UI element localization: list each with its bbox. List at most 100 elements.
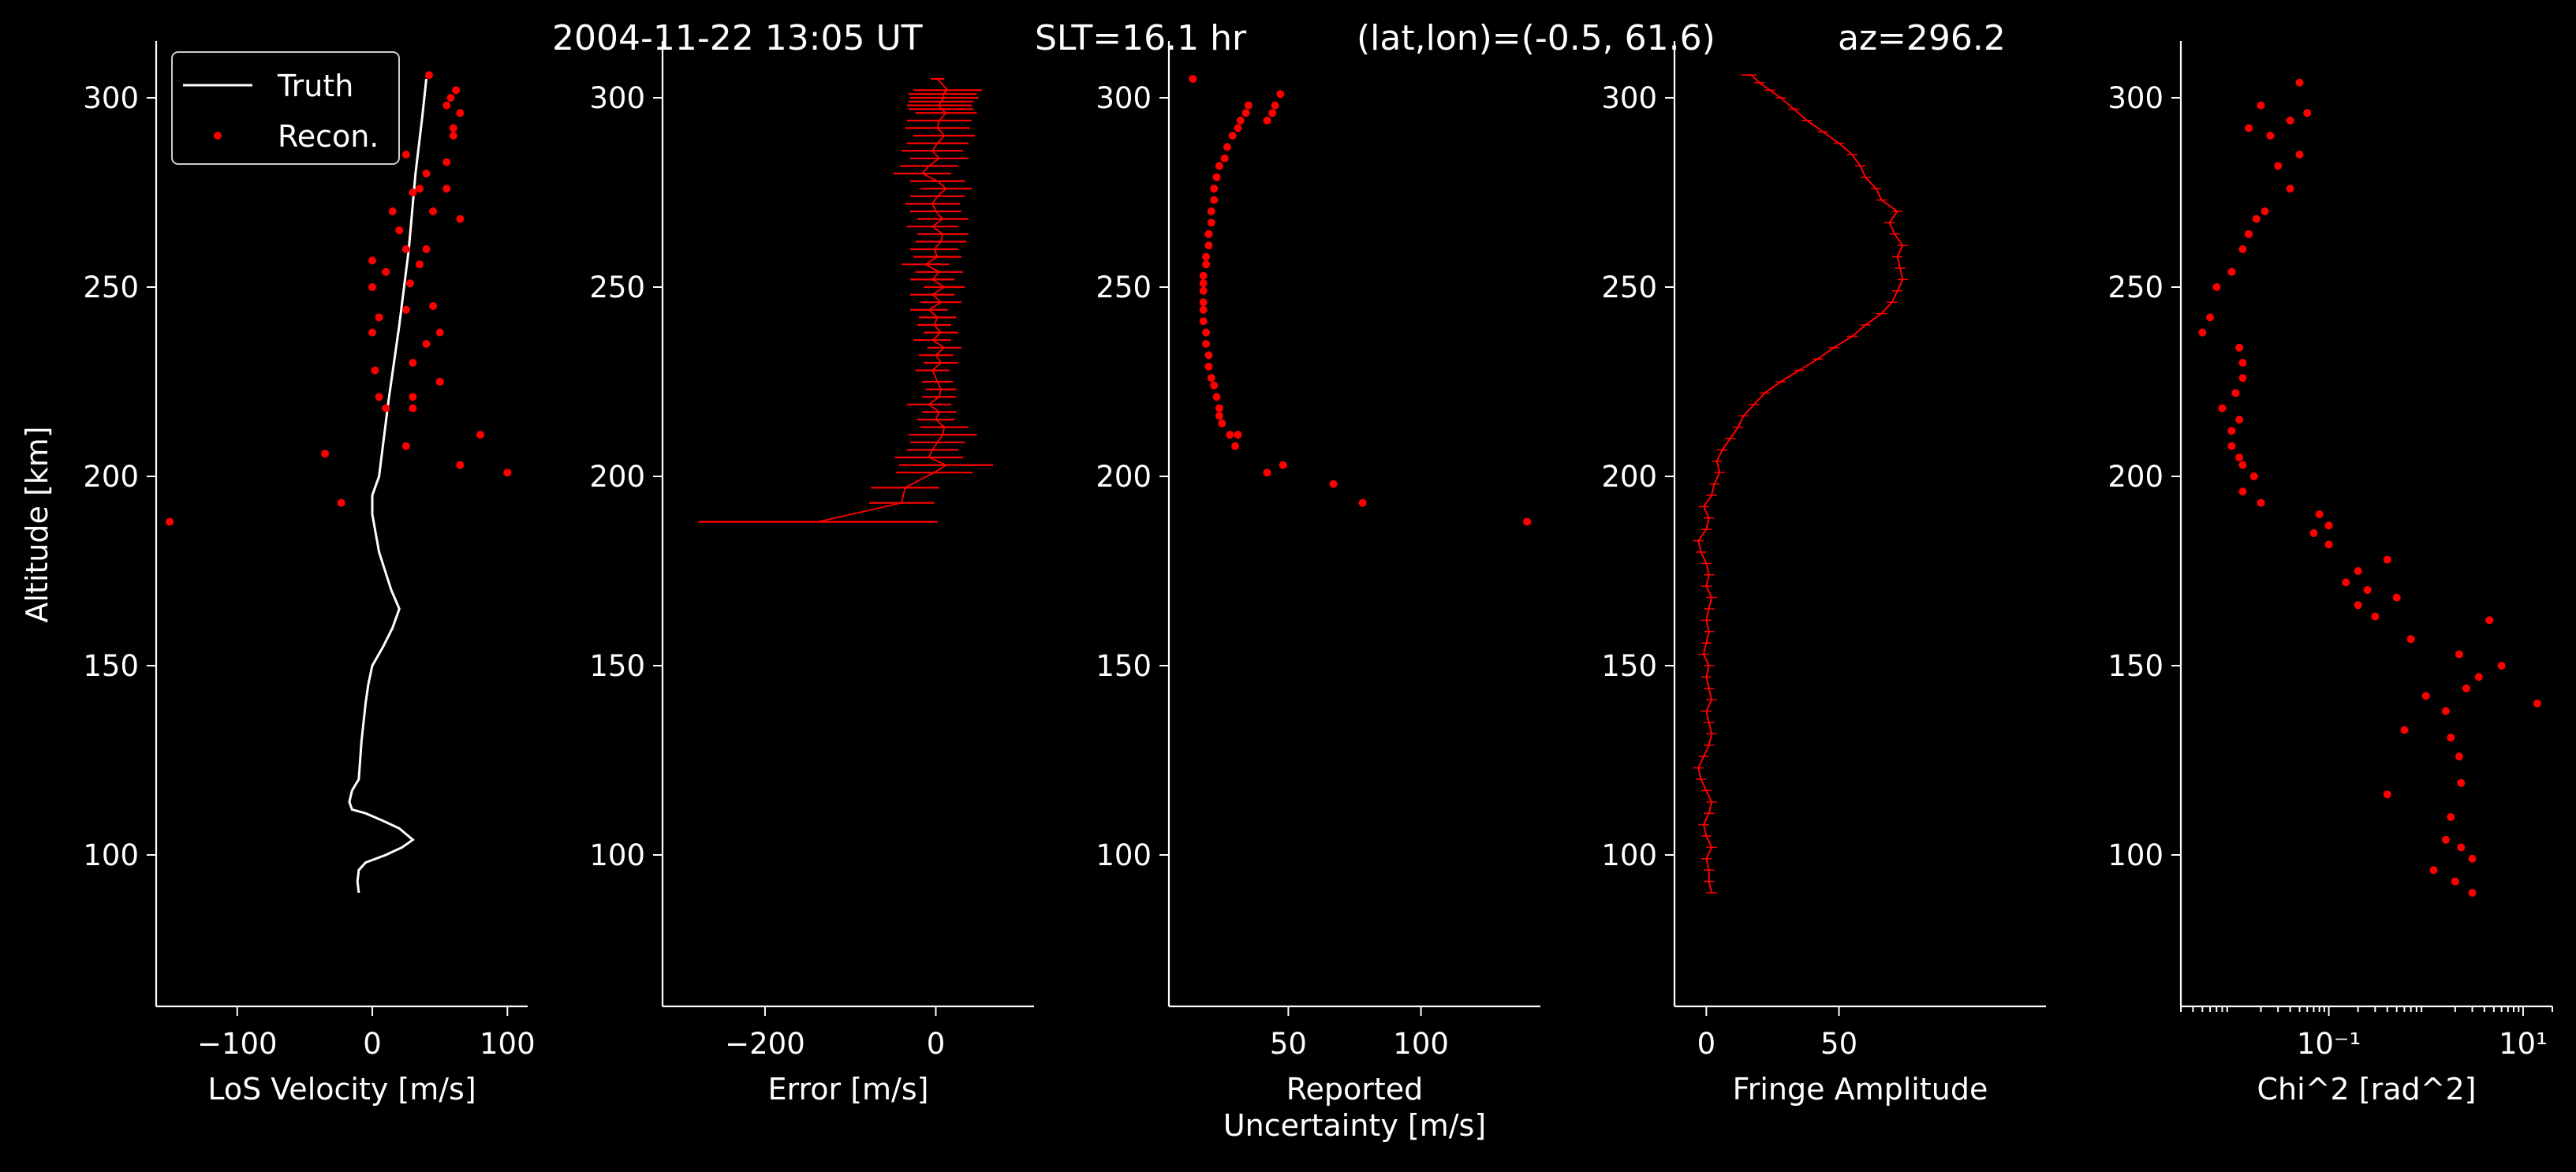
data-point bbox=[1220, 154, 1229, 162]
data-point bbox=[2324, 521, 2333, 530]
legend: Truth Recon. bbox=[171, 51, 400, 165]
data-point bbox=[1210, 185, 1219, 193]
data-point bbox=[382, 267, 390, 276]
y-tick-label: 200 bbox=[2107, 460, 2163, 494]
y-tick-label: 300 bbox=[83, 81, 139, 115]
data-point bbox=[2238, 461, 2247, 469]
data-point bbox=[2238, 487, 2247, 496]
data-point bbox=[2227, 267, 2236, 276]
data-point bbox=[2441, 707, 2450, 715]
data-point bbox=[321, 450, 330, 458]
y-tick-label: 250 bbox=[589, 271, 645, 304]
data-point bbox=[2212, 283, 2221, 291]
data-point bbox=[2363, 586, 2372, 594]
data-point bbox=[368, 328, 377, 337]
data-point bbox=[375, 393, 383, 401]
panel-5: 100 150 200 250 300 10⁻¹ 10¹ Chi^2 [rad^2] bbox=[2107, 41, 2553, 1107]
data-point bbox=[476, 431, 485, 439]
data-point bbox=[1523, 517, 1532, 526]
data-point bbox=[429, 207, 438, 215]
data-point bbox=[395, 226, 404, 234]
y-tick-label: 150 bbox=[1601, 649, 1657, 683]
data-point bbox=[2497, 662, 2506, 670]
data-point bbox=[1204, 241, 1213, 250]
data-point bbox=[2238, 374, 2247, 383]
data-point bbox=[2383, 790, 2391, 799]
data-point bbox=[1199, 286, 1208, 295]
data-point bbox=[2227, 427, 2236, 435]
data-point bbox=[368, 256, 377, 265]
data-point bbox=[1234, 124, 1242, 133]
data-point bbox=[2406, 635, 2415, 644]
data-point bbox=[2235, 343, 2244, 352]
x-tick-label: 100 bbox=[480, 1027, 536, 1061]
data-point bbox=[2238, 359, 2247, 367]
x-axis-label: Fringe Amplitude bbox=[1733, 1072, 1988, 1107]
data-point bbox=[435, 378, 444, 386]
data-point bbox=[429, 302, 438, 310]
legend-recon-label: Recon. bbox=[278, 119, 379, 154]
data-point bbox=[435, 328, 444, 337]
data-point bbox=[405, 279, 414, 288]
data-point bbox=[2218, 404, 2227, 412]
legend-truth-label: Truth bbox=[277, 69, 353, 103]
data-point bbox=[2468, 889, 2477, 897]
data-point bbox=[1241, 109, 1250, 118]
data-point bbox=[2286, 185, 2294, 193]
data-point bbox=[2309, 529, 2318, 537]
data-point bbox=[2457, 778, 2466, 787]
data-point bbox=[1199, 279, 1208, 288]
data-point bbox=[2235, 453, 2244, 461]
y-tick-label: 200 bbox=[589, 460, 645, 494]
data-point bbox=[1271, 101, 1279, 110]
title-latlon: (lat,lon)=(-0.5, 61.6) bbox=[1357, 18, 1715, 58]
data-point bbox=[1234, 431, 1242, 439]
data-point bbox=[401, 305, 410, 314]
data-point bbox=[409, 404, 417, 412]
data-point bbox=[1207, 374, 1215, 383]
data-point bbox=[503, 468, 512, 477]
y-tick-label: 200 bbox=[1096, 460, 1152, 494]
legend-frame bbox=[171, 51, 400, 165]
data-point bbox=[415, 185, 424, 193]
data-point bbox=[1199, 317, 1208, 326]
data-point bbox=[1329, 480, 1338, 488]
data-point bbox=[1202, 260, 1211, 269]
data-point bbox=[1212, 393, 1221, 401]
data-point bbox=[2457, 843, 2466, 852]
data-point bbox=[409, 359, 417, 367]
data-point bbox=[2383, 555, 2391, 564]
data-point bbox=[1202, 328, 1211, 337]
data-point bbox=[2315, 510, 2324, 518]
legend-recon-marker bbox=[214, 132, 222, 140]
data-point bbox=[382, 404, 390, 412]
data-point bbox=[2261, 207, 2269, 215]
data-point bbox=[401, 151, 410, 159]
x-axis-label: LoS Velocity [m/s] bbox=[207, 1072, 476, 1107]
y-tick-label: 300 bbox=[1096, 81, 1152, 115]
data-point bbox=[1204, 362, 1213, 371]
data-point bbox=[2485, 616, 2494, 625]
x-tick-label: 100 bbox=[1393, 1027, 1449, 1061]
data-point bbox=[2245, 124, 2253, 133]
data-point bbox=[409, 188, 417, 196]
x-tick-label: −200 bbox=[725, 1027, 805, 1061]
data-point bbox=[2227, 442, 2236, 450]
panel-2: 100 150 200 250 300 −200 0 Error [m/s] bbox=[589, 41, 1034, 1107]
data-point bbox=[1276, 90, 1285, 99]
data-point bbox=[1202, 340, 1211, 348]
data-point bbox=[1358, 498, 1367, 507]
data-point bbox=[2266, 132, 2275, 140]
data-point bbox=[2421, 692, 2430, 700]
y-axis-label: Altitude [km] bbox=[20, 426, 54, 622]
y-tick-label: 200 bbox=[83, 460, 139, 494]
data-point bbox=[456, 109, 465, 118]
data-point bbox=[1215, 404, 1223, 412]
truth-line bbox=[348, 78, 427, 894]
y-tick-label: 150 bbox=[83, 649, 139, 683]
data-point bbox=[2533, 700, 2541, 707]
data-point bbox=[2441, 835, 2450, 844]
